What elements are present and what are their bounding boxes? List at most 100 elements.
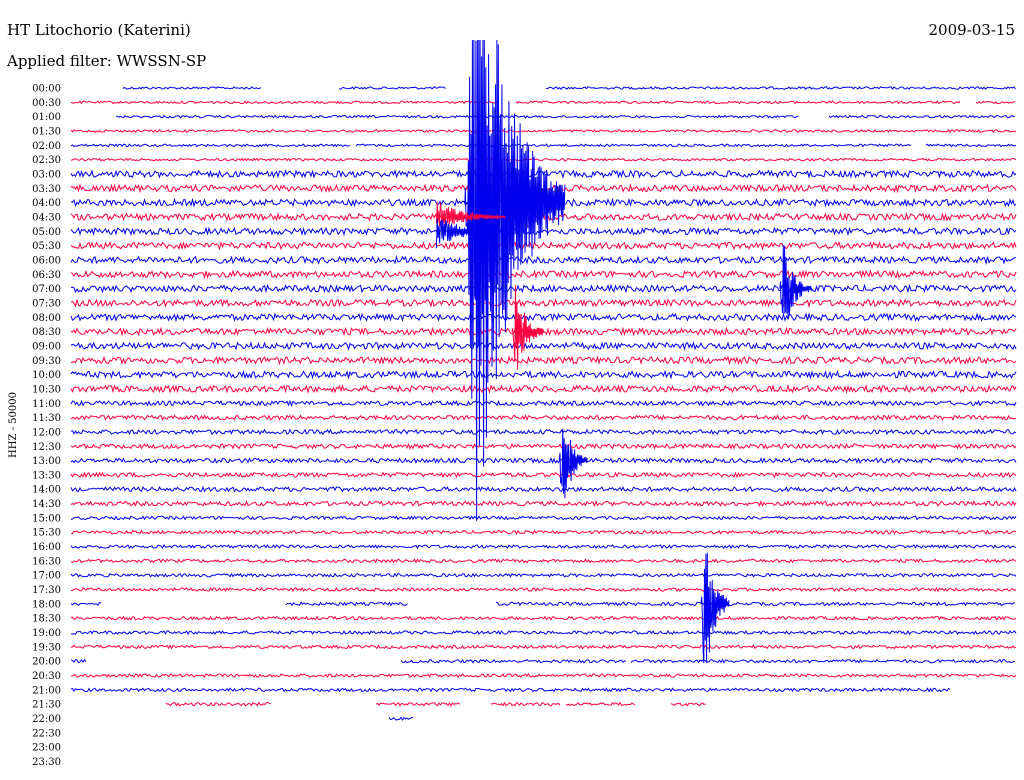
time-label: 22:00 xyxy=(32,714,61,725)
time-label: 21:30 xyxy=(32,700,61,711)
time-label: 04:30 xyxy=(32,212,61,223)
filter-label: Applied filter: WWSSN-SP xyxy=(6,52,206,70)
time-label: 09:00 xyxy=(32,341,61,352)
trace-row xyxy=(70,515,1017,521)
time-label: 06:00 xyxy=(32,255,61,266)
trace-row xyxy=(70,471,1017,479)
time-label: 02:00 xyxy=(32,141,61,152)
trace-row xyxy=(70,601,1016,607)
trace-row xyxy=(165,701,706,707)
time-labels: 00:00 00:30 01:00 01:30 02:00 02:30 03:00 03:30… xyxy=(32,84,61,769)
time-label: 08:00 xyxy=(32,313,61,324)
time-label: 07:30 xyxy=(32,298,61,309)
time-label: 15:00 xyxy=(32,513,61,524)
time-label: 23:00 xyxy=(32,743,61,754)
trace-row xyxy=(70,485,1017,493)
trace-row xyxy=(70,442,1017,450)
event-waveform xyxy=(511,285,544,370)
time-label: 00:30 xyxy=(32,98,61,109)
trace-row xyxy=(70,644,1017,650)
trace-row xyxy=(70,586,1017,593)
trace-row xyxy=(70,226,1017,237)
time-label: 09:30 xyxy=(32,356,61,367)
time-label: 02:30 xyxy=(32,155,61,166)
trace-row xyxy=(70,500,1017,508)
time-label: 20:30 xyxy=(32,671,61,682)
trace-row xyxy=(70,529,1017,535)
time-label: 23:30 xyxy=(32,757,61,768)
time-label: 16:30 xyxy=(32,556,61,567)
time-label: 19:30 xyxy=(32,642,61,653)
time-label: 10:00 xyxy=(32,370,61,381)
time-label: 14:00 xyxy=(32,485,61,496)
trace-row xyxy=(70,298,1017,308)
time-label: 13:30 xyxy=(32,470,61,481)
station-title: HT Litochorio (Katerini) xyxy=(7,21,191,39)
time-label: 03:00 xyxy=(32,169,61,180)
channel-label: HHZ - 50000 xyxy=(8,392,19,458)
event-waveform xyxy=(700,552,730,664)
trace-row xyxy=(115,114,1016,119)
time-label: 00:00 xyxy=(32,84,61,95)
trace-row xyxy=(70,558,1017,564)
trace-row xyxy=(70,672,1017,679)
time-label: 08:30 xyxy=(32,327,61,338)
time-label: 07:00 xyxy=(32,284,61,295)
time-label: 15:30 xyxy=(32,528,61,539)
event-waveform xyxy=(464,39,566,521)
time-label: 11:00 xyxy=(32,399,61,410)
time-label: 01:30 xyxy=(32,126,61,137)
trace-row xyxy=(70,341,1017,351)
event-coda xyxy=(435,201,506,230)
time-label: 16:00 xyxy=(32,542,61,553)
trace-row xyxy=(70,383,1017,395)
trace-row xyxy=(70,658,1016,664)
time-label: 13:00 xyxy=(32,456,61,467)
trace-row xyxy=(70,687,951,693)
time-label: 04:00 xyxy=(32,198,61,209)
time-label: 18:30 xyxy=(32,614,61,625)
time-label: 20:00 xyxy=(32,657,61,668)
time-label: 11:30 xyxy=(32,413,61,424)
trace-row xyxy=(70,283,1017,294)
time-label: 17:00 xyxy=(32,571,61,582)
time-label: 18:00 xyxy=(32,599,61,610)
trace-row xyxy=(70,312,1017,323)
trace-row xyxy=(70,544,1017,550)
trace-row xyxy=(388,716,413,721)
trace-row xyxy=(70,269,1017,280)
trace-row xyxy=(70,629,1017,636)
time-label: 21:00 xyxy=(32,685,61,696)
time-label: 10:30 xyxy=(32,384,61,395)
time-label: 05:00 xyxy=(32,227,61,238)
trace-row xyxy=(70,100,1016,105)
time-label: 17:30 xyxy=(32,585,61,596)
time-label: 12:00 xyxy=(32,427,61,438)
trace-row xyxy=(70,240,1017,251)
time-label: 01:00 xyxy=(32,112,61,123)
trace-row xyxy=(70,428,1017,436)
trace-row xyxy=(70,128,1017,134)
event-coda xyxy=(435,218,506,249)
time-label: 19:00 xyxy=(32,628,61,639)
date-label: 2009-03-15 xyxy=(929,21,1015,39)
traces xyxy=(70,39,1017,721)
trace-row xyxy=(70,369,1017,380)
trace-row xyxy=(70,414,1017,422)
trace-row xyxy=(70,615,1017,621)
time-label: 03:30 xyxy=(32,184,61,195)
time-label: 22:30 xyxy=(32,728,61,739)
trace-row xyxy=(70,572,1017,578)
time-label: 12:30 xyxy=(32,442,61,453)
event-waveform xyxy=(779,244,812,319)
time-label: 05:30 xyxy=(32,241,61,252)
trace-row xyxy=(122,86,1016,90)
trace-row xyxy=(70,254,1017,266)
trace-row xyxy=(70,143,1017,148)
trace-row xyxy=(70,399,1017,407)
trace-row xyxy=(70,157,1017,162)
time-label: 06:30 xyxy=(32,270,61,281)
trace-row xyxy=(70,457,1017,464)
trace-row xyxy=(70,355,1017,366)
